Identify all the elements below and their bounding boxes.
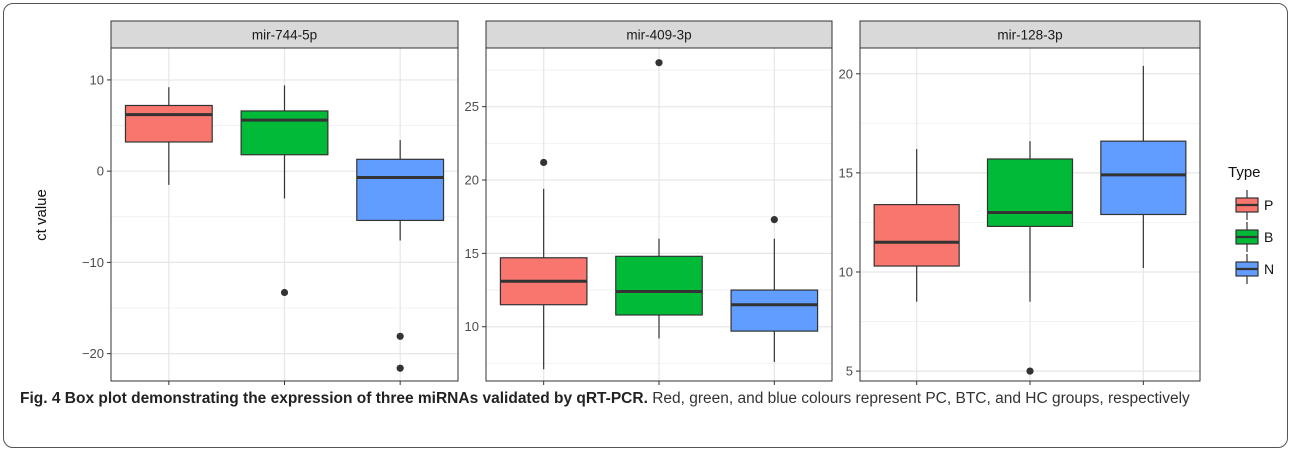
y-tick-label: 20 <box>839 66 853 81</box>
y-tick-label: 10 <box>90 72 104 87</box>
box-iqr <box>873 203 960 267</box>
legend-title: Type <box>1228 164 1261 181</box>
box-iqr <box>730 289 819 332</box>
panel-strip <box>485 20 833 49</box>
panel-border <box>859 47 1201 382</box>
y-tick-label: 10 <box>465 319 479 334</box>
panel-title: mir-744-5p <box>252 28 317 43</box>
box-P <box>873 149 960 302</box>
y-tick-label: 0 <box>97 164 104 179</box>
panel-title: mir-128-3p <box>997 28 1062 43</box>
figure-description: Red, green, and blue colours represent P… <box>652 390 1190 407</box>
y-tick-label: 25 <box>465 99 479 114</box>
outlier-point <box>396 364 404 372</box>
box-B <box>240 85 329 297</box>
panel-title: mir-409-3p <box>626 28 691 43</box>
outlier-point <box>540 158 548 167</box>
panel-mir-128-3p: mir-128-3p 20 15 10 5 <box>839 20 1201 385</box>
box-iqr <box>615 255 703 316</box>
outlier-point <box>655 59 663 67</box>
y-tick-label: 10 <box>839 264 853 279</box>
box-plot-figure: ct value mir-744-5p 10 0 −10 −20 mir-409-3p 25 2… <box>33 20 1274 385</box>
box-iqr <box>240 110 329 156</box>
figure-label: Fig. 4 <box>20 390 61 407</box>
box-N <box>356 140 445 372</box>
outlier-point <box>770 216 778 224</box>
box-iqr <box>986 158 1074 227</box>
box-iqr <box>1100 140 1187 216</box>
y-tick-label: 20 <box>465 173 479 188</box>
y-axis-title: ct value <box>33 189 50 241</box>
outlier-point <box>1026 367 1034 375</box>
y-tick-label: −20 <box>82 346 104 361</box>
panel-border <box>485 47 833 382</box>
outlier-point <box>280 288 289 297</box>
figure-title-period: . <box>643 390 648 407</box>
box-P <box>499 158 588 370</box>
panel-mir-744-5p: mir-744-5p 10 0 −10 −20 <box>82 20 459 385</box>
figure-caption: Fig. 4 Box plot demonstrating the expres… <box>20 388 1270 410</box>
box-N <box>1100 65 1187 269</box>
box-B <box>986 141 1074 375</box>
outlier-point <box>396 332 404 340</box>
figure-title: Box plot demonstrating the expression of… <box>64 390 644 407</box>
panel-border <box>110 47 459 382</box>
y-tick-label: 15 <box>839 165 853 180</box>
legend-label: N <box>1264 261 1274 277</box>
panel-mir-409-3p: mir-409-3p 25 20 15 10 <box>465 20 833 385</box>
figure-frame <box>3 3 1288 448</box>
box-iqr <box>124 104 213 143</box>
y-tick-label: 15 <box>465 246 479 261</box>
legend-label: B <box>1264 229 1273 245</box>
box-N <box>730 216 819 362</box>
y-tick-label: 5 <box>846 364 853 379</box>
y-tick-label: −10 <box>82 255 104 270</box>
box-iqr <box>356 158 445 222</box>
legend-label: P <box>1264 197 1273 213</box>
box-B <box>615 59 703 339</box>
box-P <box>124 87 213 185</box>
panel-strip <box>859 20 1201 49</box>
